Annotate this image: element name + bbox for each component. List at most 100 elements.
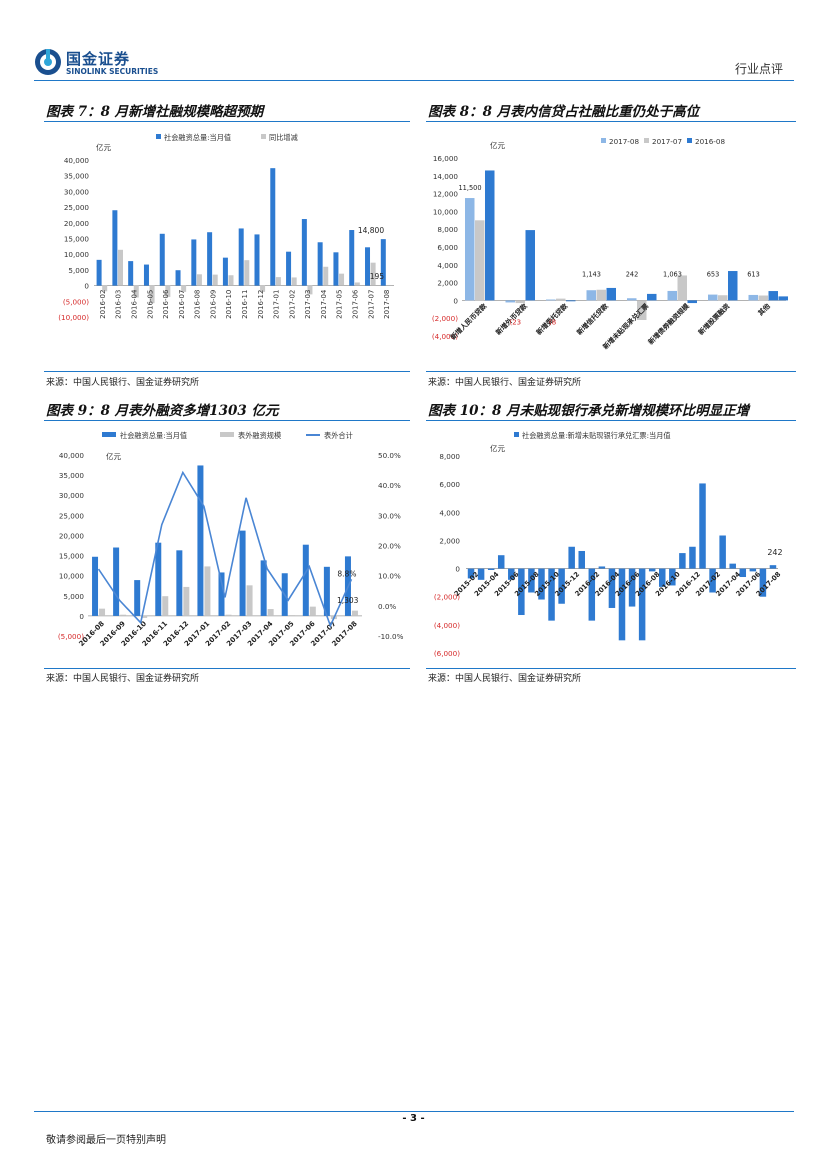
bar-undiscounted-acceptance (648, 568, 656, 572)
figure-10-title: 图表 10：8 月未贴现银行承兑新增规模环比明显正增 (428, 403, 750, 419)
bar-social-financing (323, 566, 330, 616)
bar-yoy-change (212, 274, 218, 286)
bar-yoy-change (133, 285, 139, 298)
bar-off-balance (99, 608, 106, 616)
bar-2016-08 (687, 300, 697, 304)
x-tick-label: 新增债券融资规模 (646, 301, 691, 346)
x-tick-label: 2016-04 (130, 289, 138, 319)
y-tick-label-right: 50.0% (378, 451, 401, 460)
y-tick-label: 2,000 (437, 279, 458, 288)
bar-2017-07 (515, 300, 525, 304)
figure-8-source-rule (426, 371, 796, 372)
bar-yoy-change (260, 285, 266, 292)
unit-label: 亿元 (106, 451, 121, 461)
bar-2017-08 (546, 299, 556, 301)
y-tick-label-right: 30.0% (378, 511, 401, 520)
y-tick-label: 25,000 (64, 203, 90, 212)
bar-other-extra (778, 296, 788, 301)
figure-9-title: 图表 9：8 月表外融资多增1303 亿元 (46, 403, 279, 419)
page-number: - 3 - (402, 1113, 425, 1124)
bar-undiscounted-acceptance (769, 565, 777, 569)
bar-social-financing (159, 233, 165, 286)
logo-mark-icon (35, 49, 61, 75)
bar-yoy-change (149, 285, 155, 304)
y-tick-label: (4,000) (434, 621, 460, 630)
bar-yoy-change (102, 285, 108, 292)
document-type-label: 行业点评 (734, 62, 783, 76)
bar-off-balance (120, 614, 127, 616)
bar-2016-08 (647, 293, 657, 301)
bar-yoy-change (354, 282, 360, 286)
y-tick-label: 12,000 (433, 190, 459, 199)
figure-10-source-rule (426, 668, 796, 669)
bar-undiscounted-acceptance (588, 568, 596, 621)
legend-label: 表外融资规模 (238, 431, 281, 440)
bar-undiscounted-acceptance (558, 568, 565, 604)
figure-7-title: 图表 7：8 月新增社融规模略超预期 (46, 104, 264, 120)
y-tick-label: 15,000 (64, 235, 90, 244)
bar-social-financing (92, 556, 99, 616)
y-tick-label-left: 0 (79, 612, 84, 621)
figure-7-source: 来源：中国人民银行、国金证券研究所 (46, 378, 200, 388)
bar-social-financing (191, 239, 197, 286)
bar-social-financing (96, 259, 102, 286)
bar-undiscounted-acceptance (739, 568, 747, 578)
x-tick-label: 2017-02 (288, 290, 296, 319)
bar-social-financing (207, 232, 213, 286)
bar-2017-08 (465, 198, 475, 301)
bar-yoy-change (339, 273, 345, 286)
bar-2017-08 (748, 294, 758, 301)
bar-2017-07 (637, 300, 647, 320)
x-tick-label: 2016-02 (99, 290, 107, 319)
y-tick-label: 20,000 (64, 219, 90, 228)
bar-social-financing (380, 239, 386, 286)
y-tick-label: 6,000 (439, 480, 460, 489)
bar-yoy-change (181, 285, 187, 292)
y-tick-label: 6,000 (437, 243, 458, 252)
bar-off-balance (351, 610, 358, 616)
data-label: 1,143 (582, 270, 601, 278)
y-tick-label: 4,000 (439, 508, 460, 517)
y-tick-label-right: 20.0% (378, 542, 401, 551)
bar-social-financing (270, 168, 276, 286)
bar-undiscounted-acceptance (719, 535, 726, 569)
bar-undiscounted-acceptance (497, 555, 505, 569)
x-tick-label: 2017-01 (273, 290, 281, 319)
legend-swatch (514, 432, 519, 437)
bar-2016-08 (566, 300, 576, 302)
bar-social-financing (254, 234, 260, 286)
bar-social-financing (365, 247, 371, 286)
y-tick-label: 10,000 (433, 207, 459, 216)
figure-7-chart: 40,000 35,000 30,000 25,000 20,000 15,000 10,0… (58, 133, 394, 322)
legend-swatch (687, 138, 692, 143)
legend-swatch (220, 432, 234, 437)
bar-undiscounted-acceptance (598, 566, 606, 569)
y-tick-label-left: 30,000 (59, 491, 85, 500)
bar-undiscounted-acceptance (709, 568, 716, 593)
x-tick-label: 2016-08 (194, 290, 202, 319)
bar-social-financing (143, 264, 149, 286)
bar-social-financing (134, 580, 141, 616)
x-tick-label: 2017-06 (352, 289, 360, 319)
data-label: 1,303 (337, 596, 359, 605)
figure-7-source-rule (44, 371, 410, 372)
y-tick-label-left: 5,000 (63, 592, 84, 601)
bar-off-balance (141, 615, 148, 618)
data-label: 11,500 (458, 184, 481, 192)
bar-undiscounted-acceptance (618, 568, 626, 641)
bar-undiscounted-acceptance (518, 568, 525, 616)
y-tick-label-right: 40.0% (378, 481, 401, 490)
data-label: 1,063 (663, 270, 682, 278)
x-tick-label: 2017-04 (320, 289, 328, 319)
bar-social-financing (113, 547, 120, 616)
y-tick-label: 0 (453, 296, 458, 305)
data-label: 653 (707, 270, 720, 278)
data-label: 613 (747, 270, 760, 278)
bar-2017-07 (677, 275, 687, 301)
bar-social-financing (333, 252, 339, 286)
y-tick-label: (6,000) (434, 649, 460, 658)
y-tick-label: (4,000) (432, 332, 458, 341)
y-tick-label: 10,000 (64, 250, 90, 259)
figure-9-source: 来源：中国人民银行、国金证券研究所 (46, 674, 200, 684)
legend-swatch (601, 138, 606, 143)
